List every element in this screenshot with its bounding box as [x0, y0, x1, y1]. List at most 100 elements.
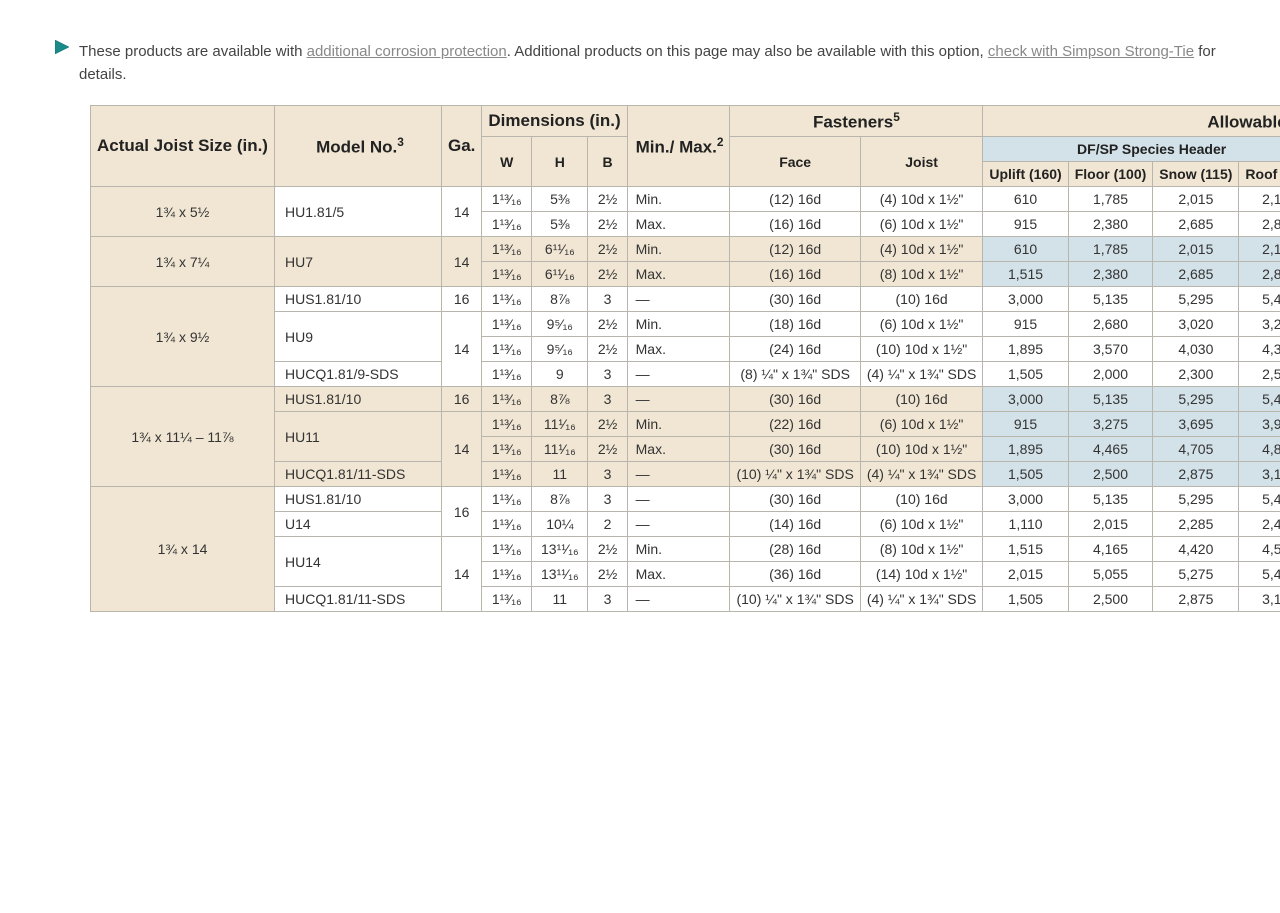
cell: 5,135 [1068, 387, 1153, 412]
cell: 610 [983, 187, 1068, 212]
cell: 1¹³⁄₁₆ [482, 337, 532, 362]
cell: 3,000 [983, 387, 1068, 412]
hdr-joist-fast: Joist [860, 137, 983, 187]
cell: 6¹¹⁄₁₆ [532, 262, 588, 287]
cell: 3,125 [1239, 462, 1280, 487]
cell: 1¹³⁄₁₆ [482, 387, 532, 412]
cell: — [627, 512, 730, 537]
cell: 1¹³⁄₁₆ [482, 187, 532, 212]
cell: 1¹³⁄₁₆ [482, 262, 532, 287]
cell: 2½ [588, 537, 627, 562]
cell: 13¹¹⁄₁₆ [532, 537, 588, 562]
cell: HUS1.81/10 [274, 487, 441, 512]
cell: 5⅜ [532, 212, 588, 237]
cell: 2½ [588, 337, 627, 362]
cell: 1,505 [983, 587, 1068, 612]
cell: 5,400 [1239, 487, 1280, 512]
cell: 2,015 [1153, 237, 1239, 262]
cell: 3,000 [983, 487, 1068, 512]
cell: 1¹³⁄₁₆ [482, 362, 532, 387]
cell: 2,300 [1153, 362, 1239, 387]
cell: 1,785 [1068, 187, 1153, 212]
cell: 8⅞ [532, 387, 588, 412]
cell: 1,505 [983, 362, 1068, 387]
cell: 2,015 [1068, 512, 1153, 537]
cell: Max. [627, 262, 730, 287]
cell: HU11 [274, 412, 441, 462]
cell: (10) 10d x 1½" [860, 337, 983, 362]
cell: 5,295 [1153, 287, 1239, 312]
hdr-model: Model No.3 [274, 105, 441, 187]
cell: 1¹³⁄₁₆ [482, 412, 532, 437]
cell: (16) 16d [730, 212, 860, 237]
cell: 14 [441, 312, 481, 387]
cell: (10) ¼" x 1¾" SDS [730, 587, 860, 612]
table-row: 1¾ x 5½HU1.81/5141¹³⁄₁₆5⅜2½Min.(12) 16d(… [91, 187, 1280, 212]
cell: 2½ [588, 237, 627, 262]
cell: 4,030 [1153, 337, 1239, 362]
cell: HUCQ1.81/9-SDS [274, 362, 441, 387]
cell: 3 [588, 362, 627, 387]
cell: 3 [588, 587, 627, 612]
cell: HUS1.81/10 [274, 287, 441, 312]
cell: (6) 10d x 1½" [860, 512, 983, 537]
cell: 2,500 [1068, 462, 1153, 487]
cell: 915 [983, 412, 1068, 437]
corrosion-link[interactable]: additional corrosion protection [307, 43, 507, 60]
cell: 14 [441, 412, 481, 487]
cell: 11 [532, 587, 588, 612]
cell: (4) ¼" x 1¾" SDS [860, 587, 983, 612]
cell: (14) 10d x 1½" [860, 562, 983, 587]
cell: (10) 10d x 1½" [860, 437, 983, 462]
table-row: 1¾ x 11¼ – 11⅞HUS1.81/10161¹³⁄₁₆8⅞3—(30)… [91, 387, 1280, 412]
cell: 13¹¹⁄₁₆ [532, 562, 588, 587]
hdr-b: B [588, 137, 627, 187]
cell: 8⅞ [532, 487, 588, 512]
cell: 3,000 [983, 287, 1068, 312]
hdr-dfsp: DF/SP Species Header [983, 137, 1280, 162]
cell: 1¹³⁄₁₆ [482, 312, 532, 337]
cell: (6) 10d x 1½" [860, 212, 983, 237]
cell: (4) ¼" x 1¾" SDS [860, 462, 983, 487]
cell: 2½ [588, 437, 627, 462]
cell: (10) ¼" x 1¾" SDS [730, 462, 860, 487]
cell: 5,135 [1068, 487, 1153, 512]
table-head: Actual Joist Size (in.) Model No.3 Ga. D… [91, 105, 1280, 187]
cell: (22) 16d [730, 412, 860, 437]
cell: 1¹³⁄₁₆ [482, 212, 532, 237]
cell: 3 [588, 287, 627, 312]
cell: Max. [627, 212, 730, 237]
cell: 1¹³⁄₁₆ [482, 237, 532, 262]
cell: 2,000 [1068, 362, 1153, 387]
cell: 1,895 [983, 437, 1068, 462]
cell: 2,500 [1068, 587, 1153, 612]
cell: 610 [983, 237, 1068, 262]
hdr-face: Face [730, 137, 860, 187]
cell: 3,570 [1068, 337, 1153, 362]
cell: (6) 10d x 1½" [860, 412, 983, 437]
cell: 14 [441, 537, 481, 612]
cell: 4,420 [1153, 537, 1239, 562]
cell: 11 [532, 462, 588, 487]
hdr-h: H [532, 137, 588, 187]
cell: 10¼ [532, 512, 588, 537]
cell: 1¾ x 14 [91, 487, 275, 612]
check-link[interactable]: check with Simpson Strong-Tie [988, 43, 1194, 60]
cell: 2,890 [1239, 262, 1280, 287]
cell: 1,785 [1068, 237, 1153, 262]
cell: 1¾ x 7¼ [91, 237, 275, 287]
hdr-minmax: Min./ Max.2 [627, 105, 730, 187]
cell: 9⁵⁄₁₆ [532, 312, 588, 337]
cell: (10) 16d [860, 387, 983, 412]
cell: 9 [532, 362, 588, 387]
cell: 1,505 [983, 462, 1068, 487]
availability-note: These products are available with additi… [55, 40, 1225, 87]
note-pre: These products are available with [79, 43, 307, 60]
cell: (30) 16d [730, 287, 860, 312]
cell: (8) 10d x 1½" [860, 537, 983, 562]
cell: (12) 16d [730, 187, 860, 212]
cell: Max. [627, 437, 730, 462]
table-body: 1¾ x 5½HU1.81/5141¹³⁄₁₆5⅜2½Min.(12) 16d(… [91, 187, 1280, 612]
cell: 1¾ x 11¼ – 11⅞ [91, 387, 275, 487]
cell: HUCQ1.81/11-SDS [274, 462, 441, 487]
